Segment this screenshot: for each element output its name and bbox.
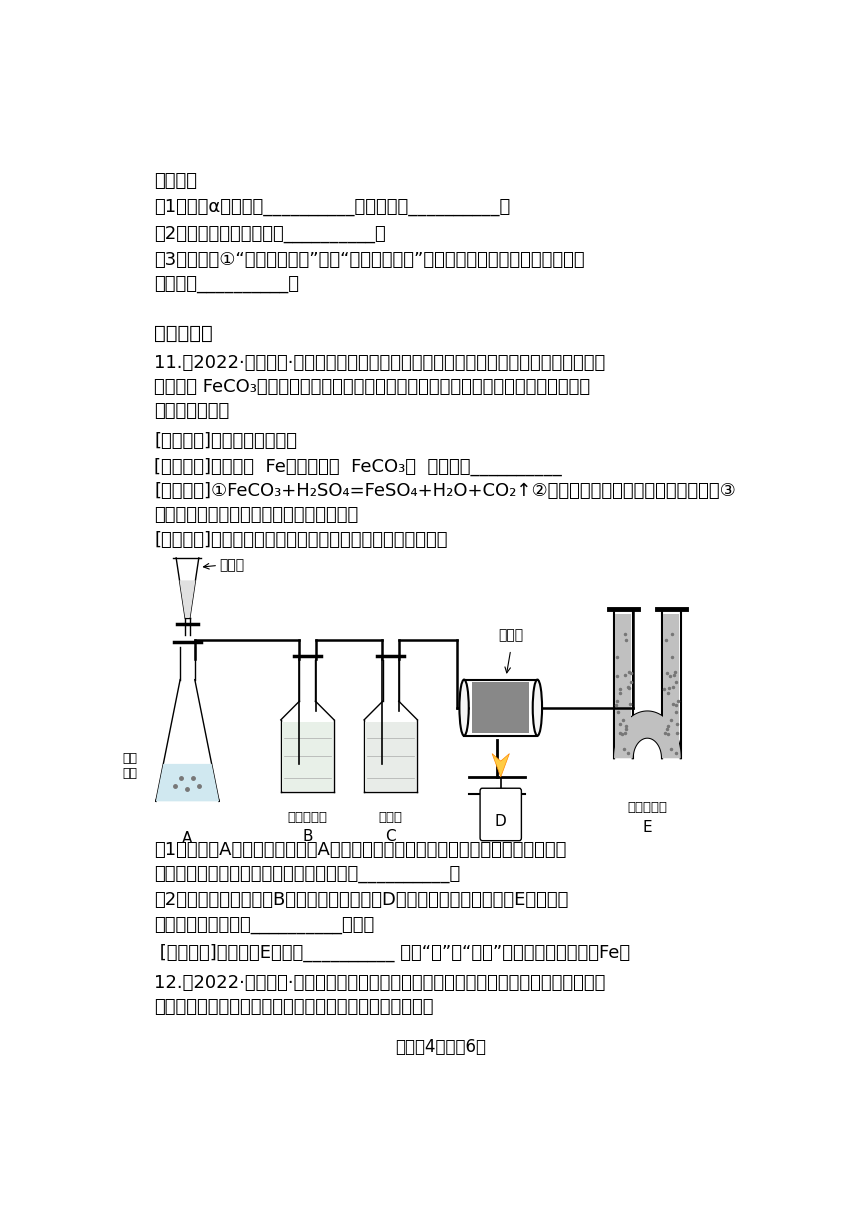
Polygon shape [282,722,333,792]
Text: A: A [182,832,193,846]
Text: 的一种或几种组成，为了探究其成分，实验过程如图所示：: 的一种或几种组成，为了探究其成分，实验过程如图所示： [154,998,433,1017]
Text: 要成分为 FeCO₃，不考虑杂质）为原料可以制备纳米铁。某学习小组对制备得到的固体: 要成分为 FeCO₃，不考虑杂质）为原料可以制备纳米铁。某学习小组对制备得到的固… [154,378,590,396]
Text: D: D [494,815,507,829]
Text: （1）滤渣α的成分是__________，可能含有__________。: （1）滤渣α的成分是__________，可能含有__________。 [154,198,510,216]
Polygon shape [180,580,195,618]
Polygon shape [492,754,509,777]
Polygon shape [663,614,679,759]
Text: （2）实验中观察到装置B中溶液变浑浊，装置D中固体由黑色变为红色，E中固体变: （2）实验中观察到装置B中溶液变浑浊，装置D中固体由黑色变为红色，E中固体变 [154,891,568,910]
Text: 11.（2022·浙江宁波·统考一模）纳米铁（单质铁）在环保领域应用广泛。以菱铁矿（主: 11.（2022·浙江宁波·统考一模）纳米铁（单质铁）在环保领域应用广泛。以菱铁… [154,354,605,372]
Polygon shape [472,682,530,733]
Text: [实验探究]该学习小组利用如图装置，对固体成分进行探究。: [实验探究]该学习小组利用如图装置，对固体成分进行探究。 [154,530,448,548]
Text: （3）若现象①“滤渣部分溶解”变为“滤渣全部溶解”，其他现象不变，则原样品不存在: （3）若现象①“滤渣部分溶解”变为“滤渣全部溶解”，其他现象不变，则原样品不存在 [154,250,585,269]
FancyBboxPatch shape [480,788,521,840]
Text: E: E [642,820,652,835]
Text: （2）溶液中溶质的成分有__________。: （2）溶液中溶质的成分有__________。 [154,225,386,242]
Text: 的物质是__________。: 的物质是__________。 [154,275,299,293]
Text: 澄清石灰水: 澄清石灰水 [287,811,328,823]
Text: [提出问题]固体成分是什么？: [提出问题]固体成分是什么？ [154,433,298,450]
Text: 三、探究题: 三、探究题 [154,323,213,343]
Text: [反思交流]若将装置E去掉，__________ （填“能”或“不能”）验证剩余固体中含Fe。: [反思交流]若将装置E去掉，__________ （填“能”或“不能”）验证剩余… [154,944,630,962]
Text: 确。小科认为小宁的判断不合理，理由是：__________。: 确。小科认为小宁的判断不合理，理由是：__________。 [154,865,460,883]
Text: 干燥剂: 干燥剂 [378,811,402,823]
Text: （1）向装置A中加入稀硫酸后，A中产生气泡且溶液变为浅绿色，小宁判断猜想一正: （1）向装置A中加入稀硫酸后，A中产生气泡且溶液变为浅绿色，小宁判断猜想一正 [154,840,567,858]
Text: 蓝色，据此判定猜想__________正确。: 蓝色，据此判定猜想__________正确。 [154,916,374,934]
Text: [查阅资料]①FeCO₃+H₂SO₄=FeSO₄+H₂O+CO₂↑②氢气具有还原性，可以用来冶炼金属③: [查阅资料]①FeCO₃+H₂SO₄=FeSO₄+H₂O+CO₂↑②氢气具有还原… [154,482,736,500]
Ellipse shape [532,680,542,736]
Text: 成分进行探究。: 成分进行探究。 [154,402,230,421]
Text: B: B [302,829,313,844]
Text: [作出猜想]猜想一：  Fe；猜想二：  FeCO₃；  猜想三：__________: [作出猜想]猜想一： Fe；猜想二： FeCO₃； 猜想三：__________ [154,457,562,475]
Ellipse shape [459,680,469,736]
Polygon shape [366,722,416,792]
Polygon shape [616,614,631,759]
Text: 氧化铜: 氧化铜 [498,629,523,642]
Text: 试卷第4页，共6页: 试卷第4页，共6页 [396,1038,486,1055]
Text: 无水硫酸铜: 无水硫酸铜 [627,801,667,815]
Text: 请回答：: 请回答： [154,173,197,190]
Text: 稀硫酸: 稀硫酸 [219,558,244,573]
Polygon shape [614,711,681,759]
Polygon shape [156,764,219,801]
Text: 固体
样品: 固体 样品 [122,751,137,779]
Text: 12.（2022·浙江衢州·统考二模）有一包白色粉末，由碳酸钠、硫酸钠、氢氧化钡三种中: 12.（2022·浙江衢州·统考二模）有一包白色粉末，由碳酸钠、硫酸钠、氢氧化钡… [154,974,605,991]
Text: 白色的无水硫酸铜固体遇到水蒸气变为蓝色: 白色的无水硫酸铜固体遇到水蒸气变为蓝色 [154,506,359,524]
Text: C: C [385,829,396,844]
